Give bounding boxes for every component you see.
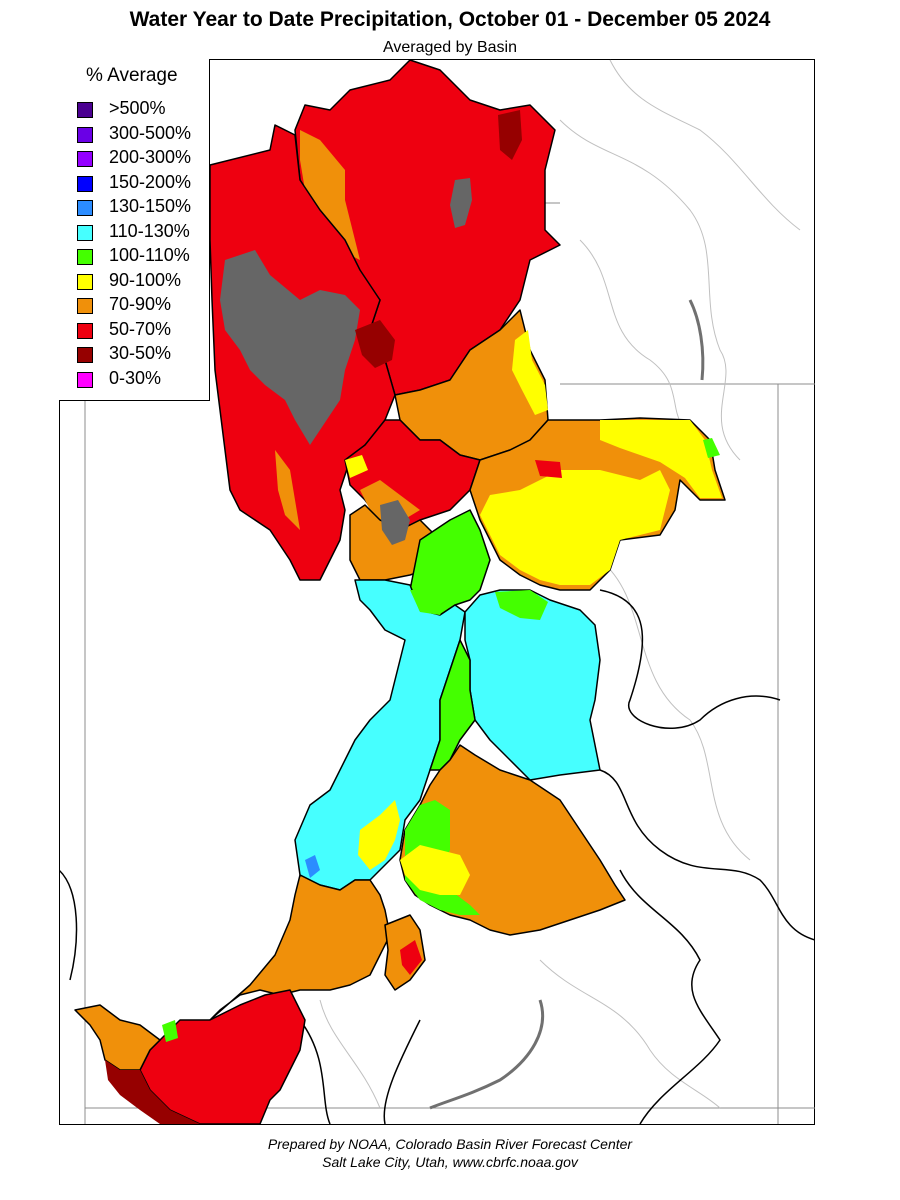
legend-item: 30-50% (77, 343, 207, 368)
basin-gunnison-green (495, 590, 548, 620)
legend-item: 200-300% (77, 147, 207, 172)
legend-item: 50-70% (77, 318, 207, 344)
basin-dark-pocket-north (498, 110, 522, 160)
legend-swatch (77, 175, 93, 192)
legend-title: % Average (86, 65, 178, 86)
legend-item: 100-110% (77, 245, 207, 270)
basin-weber-dark (355, 320, 395, 368)
legend-label: 110-130% (109, 220, 190, 241)
basin-wasatch-yellow (345, 455, 368, 478)
basin-yampa-yellow (512, 330, 548, 415)
footer-location: Salt Lake City, Utah, www.cbrfc.noaa.gov (322, 1154, 578, 1170)
legend-label: 50-70% (109, 318, 172, 339)
basin-white-river-yellow (480, 470, 670, 585)
legend-swatch (77, 102, 93, 118)
legend-item: 150-200% (77, 171, 207, 197)
legend-label: 30-50% (109, 343, 172, 363)
legend-item: 70-90% (77, 294, 207, 319)
legend-swatch (77, 249, 93, 265)
legend-item: 90-100% (77, 269, 207, 295)
basin-regions (74, 59, 726, 1125)
legend-swatch (77, 151, 93, 167)
legend-swatch (77, 347, 93, 363)
outer-basin-lines (59, 589, 815, 1125)
reservoir-lines (429, 299, 705, 1110)
legend-swatch (77, 371, 93, 388)
legend-label: 130-150% (109, 196, 192, 216)
basin-ne-green (703, 438, 720, 458)
legend-label: 300-500% (109, 122, 192, 143)
legend-swatch (77, 126, 93, 143)
legend-swatch (77, 224, 93, 241)
basin-virgin-orange (74, 1004, 161, 1071)
basin-white-river-yellow-ne (600, 420, 722, 498)
basin-sevier (209, 874, 391, 1021)
basin-white-river-red (535, 460, 562, 478)
basin-great-basin-orange (275, 450, 300, 530)
basin-hams-fork (300, 130, 360, 260)
legend-item: 110-130% (77, 220, 207, 246)
legend-swatch (77, 273, 93, 290)
precipitation-map (59, 59, 815, 1125)
legend-label: 90-100% (109, 269, 182, 290)
fontenelle-lake (450, 178, 472, 228)
basin-price-yellow (358, 800, 400, 870)
legend: % Average >500% 300-500% 200-300% 150-200% 1… (59, 59, 210, 401)
legend-label: 100-110% (109, 245, 190, 265)
basin-virgin-dark (105, 1060, 200, 1124)
great-salt-lake (220, 250, 360, 445)
legend-item: 300-500% (77, 122, 207, 148)
legend-item: 130-150% (77, 196, 207, 221)
legend-label: 0-30% (109, 367, 162, 388)
legend-swatch (77, 322, 93, 339)
basin-paria-red (400, 940, 422, 975)
map-subtitle: Averaged by Basin (382, 39, 517, 56)
legend-label: 70-90% (109, 294, 172, 314)
basin-virgin-green (162, 1020, 178, 1042)
legend-swatch (77, 298, 93, 314)
basin-price-green (410, 590, 445, 615)
legend-label: 150-200% (109, 171, 192, 192)
legend-label: 200-300% (109, 147, 192, 167)
basin-virgin (139, 989, 306, 1125)
basin-sevier-blue (305, 855, 320, 878)
map-title: Water Year to Date Precipitation, Octobe… (129, 8, 771, 31)
utah-lake (380, 500, 410, 545)
legend-label: >500% (109, 98, 166, 118)
legend-item: 0-30% (77, 367, 207, 393)
basin-dirty-devil-yellow (400, 845, 470, 895)
legend-swatch (77, 200, 93, 216)
footer-credit: Prepared by NOAA, Colorado Basin River F… (267, 1136, 633, 1152)
legend-item: >500% (77, 98, 207, 123)
